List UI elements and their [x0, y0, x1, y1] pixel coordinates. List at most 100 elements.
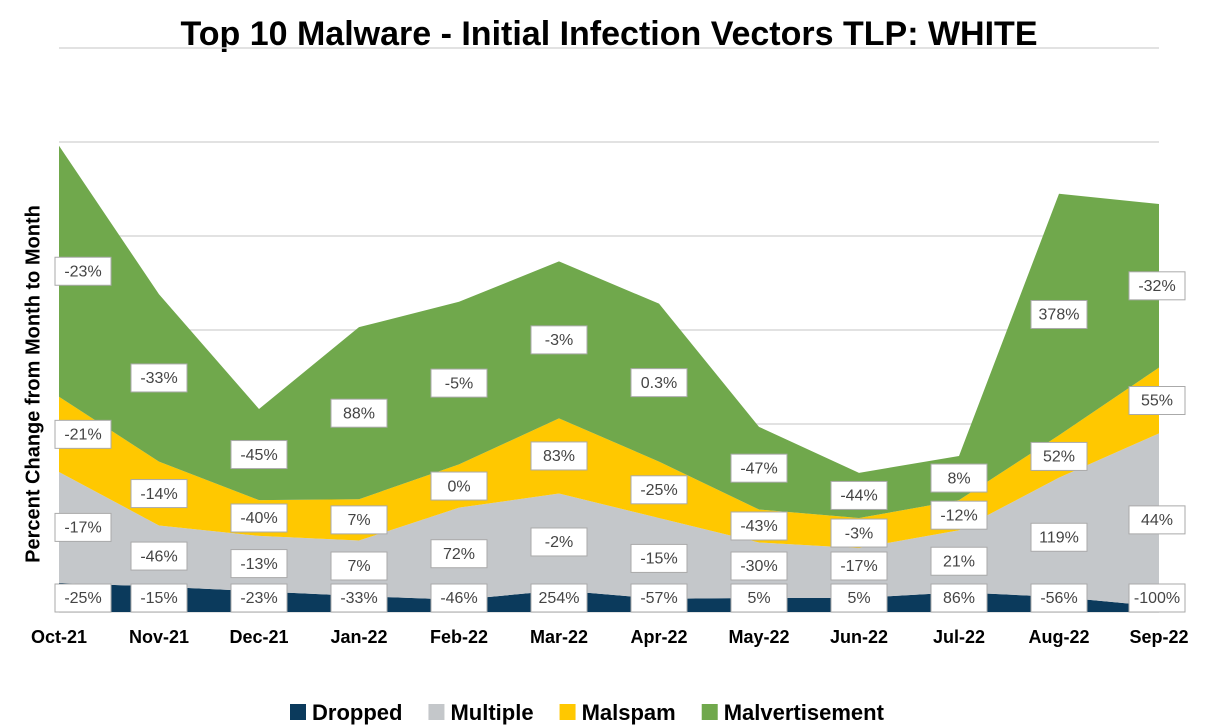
data-label: -12%: [930, 500, 988, 530]
label-text: -47%: [740, 460, 777, 477]
label-box: [1030, 299, 1088, 329]
label-text: -46%: [440, 590, 477, 607]
label-text: -43%: [740, 518, 777, 535]
label-text: -100%: [1134, 590, 1180, 607]
label-text: -25%: [64, 590, 101, 607]
data-label: 119%: [1030, 522, 1088, 552]
label-text: 7%: [347, 512, 370, 529]
label-box: [130, 583, 188, 613]
label-text: -3%: [545, 332, 573, 349]
x-tick-label: Dec-21: [229, 627, 288, 647]
data-label: -45%: [230, 440, 288, 470]
data-label: 0%: [430, 471, 488, 501]
data-label: 5%: [830, 583, 888, 613]
label-text: -57%: [640, 590, 677, 607]
x-tick-label: Mar-22: [530, 627, 588, 647]
label-box: [1128, 271, 1186, 301]
label-text: 0.3%: [641, 375, 677, 392]
legend-label: Malspam: [582, 700, 676, 725]
label-box: [1030, 441, 1088, 471]
chart-title: Top 10 Malware - Initial Infection Vecto…: [180, 15, 1037, 53]
label-box: [430, 368, 488, 398]
label-box: [230, 440, 288, 470]
x-tick-label: Sep-22: [1129, 627, 1188, 647]
data-label: -46%: [430, 583, 488, 613]
data-label: -43%: [730, 511, 788, 541]
label-text: -44%: [840, 488, 877, 505]
data-label: 86%: [930, 583, 988, 613]
data-label: -23%: [230, 583, 288, 613]
label-box: [630, 583, 688, 613]
label-text: -56%: [1040, 590, 1077, 607]
label-box: [54, 512, 112, 542]
label-box: [830, 480, 888, 510]
label-box: [430, 471, 488, 501]
label-box: [1128, 583, 1186, 613]
label-box: [330, 583, 388, 613]
label-box: [630, 475, 688, 505]
x-tick-label: May-22: [728, 627, 789, 647]
x-tick-label: Aug-22: [1028, 627, 1089, 647]
label-text: -23%: [64, 263, 101, 280]
label-box: [930, 546, 988, 576]
data-label: 52%: [1030, 441, 1088, 471]
label-box: [730, 511, 788, 541]
label-box: [530, 583, 588, 613]
x-tick-label: Apr-22: [630, 627, 687, 647]
label-text: 119%: [1039, 529, 1079, 546]
label-box: [230, 503, 288, 533]
legend-label: Dropped: [312, 700, 402, 725]
data-label: -17%: [830, 551, 888, 581]
label-box: [530, 527, 588, 557]
label-text: -32%: [1138, 278, 1175, 295]
label-text: -3%: [845, 525, 873, 542]
label-box: [430, 583, 488, 613]
legend-swatch: [428, 704, 445, 720]
label-box: [330, 551, 388, 581]
label-text: -13%: [240, 556, 277, 573]
legend-swatch: [701, 704, 718, 720]
data-label: 21%: [930, 546, 988, 576]
label-text: -23%: [240, 590, 277, 607]
label-text: 83%: [543, 448, 575, 465]
data-label: 83%: [530, 441, 588, 471]
data-label: 378%: [1030, 299, 1088, 329]
label-box: [530, 325, 588, 355]
data-label: 5%: [730, 583, 788, 613]
data-label: -17%: [54, 512, 112, 542]
label-box: [330, 505, 388, 535]
label-box: [930, 500, 988, 530]
label-text: 5%: [847, 590, 870, 607]
data-label: -33%: [330, 583, 388, 613]
label-text: -17%: [840, 558, 877, 575]
label-box: [1030, 583, 1088, 613]
label-box: [130, 363, 188, 393]
data-label: -25%: [54, 583, 112, 613]
data-label: 254%: [530, 583, 588, 613]
data-label: -100%: [1128, 583, 1186, 613]
data-label: -32%: [1128, 271, 1186, 301]
label-text: -46%: [140, 548, 177, 565]
legend-label: Malvertisement: [724, 700, 885, 725]
label-box: [730, 551, 788, 581]
area: [59, 367, 1159, 549]
label-text: -5%: [445, 375, 473, 392]
label-text: -14%: [140, 486, 177, 503]
label-text: 8%: [947, 470, 970, 487]
label-box: [1030, 522, 1088, 552]
label-text: -25%: [640, 482, 677, 499]
data-label: -3%: [530, 325, 588, 355]
label-box: [830, 583, 888, 613]
data-label: -56%: [1030, 583, 1088, 613]
label-text: -45%: [240, 447, 277, 464]
x-tick-label: Nov-21: [129, 627, 189, 647]
data-label: -40%: [230, 503, 288, 533]
x-tick-label: Oct-21: [31, 627, 87, 647]
label-box: [930, 583, 988, 613]
data-label: -15%: [630, 543, 688, 573]
data-label: 0.3%: [630, 368, 688, 398]
legend-swatch: [559, 704, 576, 720]
label-text: -21%: [64, 427, 101, 444]
data-label: -3%: [830, 518, 888, 548]
